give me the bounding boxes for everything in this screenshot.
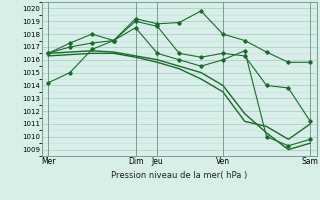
X-axis label: Pression niveau de la mer( hPa ): Pression niveau de la mer( hPa ) — [111, 171, 247, 180]
